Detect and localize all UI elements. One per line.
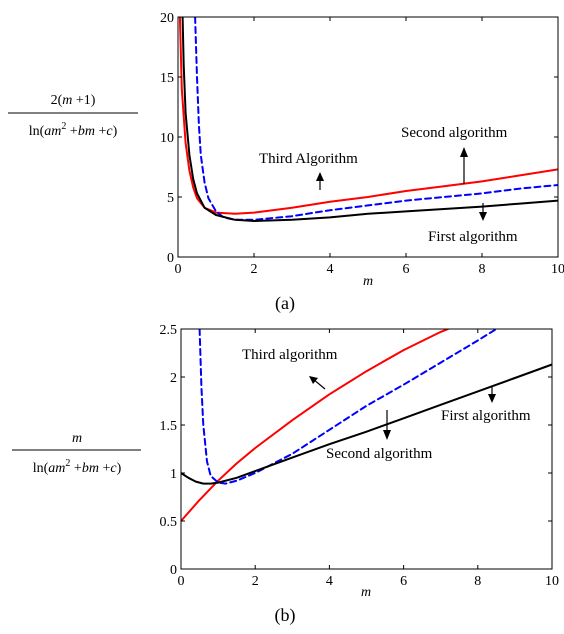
- series-line-first-algorithm-b: [181, 363, 552, 485]
- y-tick-label: 0.5: [160, 515, 178, 530]
- arrow-third-algorithm-a: [316, 172, 324, 190]
- x-tick-label: 10: [551, 262, 564, 277]
- x-tick-label: 8: [474, 574, 481, 589]
- x-tick-label: 8: [479, 262, 486, 277]
- y-tick-label: 5: [167, 191, 174, 206]
- y-tick-label: 20: [160, 11, 174, 26]
- x-tick-label: 4: [327, 262, 334, 277]
- svg-text:2(m +1): 2(m +1): [51, 93, 96, 108]
- y-tick-label: 10: [160, 131, 174, 146]
- annotation-first-algorithm-a: First algorithm: [428, 229, 518, 245]
- svg-text:m: m: [72, 431, 82, 446]
- panel-a-caption: (a): [275, 293, 295, 314]
- x-tick-label: 6: [403, 262, 410, 277]
- x-tick-label: 0: [178, 574, 185, 589]
- arrow-first-algorithm-a: [479, 203, 487, 221]
- annotation-second-algorithm-a: Second algorithm: [401, 125, 508, 141]
- annotation-first-algorithm-b: First algorithm: [441, 408, 531, 424]
- series-line-third-algorithm-b: [181, 329, 450, 522]
- x-tick-label: 6: [400, 574, 407, 589]
- x-tick-label: 2: [251, 262, 258, 277]
- y-tick-label: 1.5: [160, 419, 178, 434]
- arrow-second-algorithm-b: [383, 410, 391, 440]
- series-line-first-algorithm-a: [181, 17, 558, 222]
- series-line-second-algorithm-a: [194, 17, 558, 221]
- series-line-second-algorithm-b: [198, 329, 498, 485]
- panel-b-xlabel: m: [361, 585, 371, 600]
- svg-text:ln(am2 +bm +c): ln(am2 +bm +c): [29, 121, 118, 139]
- y-tick-label: 1: [170, 467, 177, 482]
- chart-panel-b: 0 2 4 6 8 10 0 0.5 1 1.5 2 2.5 m (b) Third algorith…: [160, 323, 560, 626]
- svg-text:ln(am2 +bm +c): ln(am2 +bm +c): [33, 458, 122, 476]
- arrow-first-algorithm-b: [488, 386, 496, 403]
- panel-a-xlabel: m: [363, 274, 373, 289]
- annotation-third-algorithm-b: Third algorithm: [242, 347, 338, 363]
- y-tick-label: 2.5: [160, 323, 178, 338]
- panel-b-frame: [180, 328, 553, 570]
- arrow-third-algorithm-b: [309, 376, 326, 390]
- annotation-third-algorithm-a: Third Algorithm: [259, 151, 358, 167]
- panel-b-caption: (b): [275, 605, 296, 626]
- arrow-second-algorithm-a: [460, 147, 468, 184]
- annotation-second-algorithm-b: Second algorithm: [326, 446, 433, 462]
- panel-b-ylabel: m ln(am2 +bm +c): [12, 431, 141, 476]
- x-tick-label: 2: [252, 574, 259, 589]
- chart-panel-a: 0 2 4 6 8 10 0 5 10 15 20 m (a) Third Algorithm Se…: [160, 11, 564, 314]
- y-tick-label: 15: [160, 71, 174, 86]
- x-tick-label: 4: [326, 574, 333, 589]
- y-tick-label: 2: [170, 371, 177, 386]
- y-tick-label: 0: [170, 563, 177, 578]
- y-tick-label: 0: [167, 251, 174, 266]
- x-tick-label: 0: [175, 262, 182, 277]
- series-line-third-algorithm-a: [178, 17, 558, 215]
- x-tick-label: 10: [545, 574, 559, 589]
- panel-a-ylabel: 2(m +1) ln(am2 +bm +c): [8, 93, 138, 139]
